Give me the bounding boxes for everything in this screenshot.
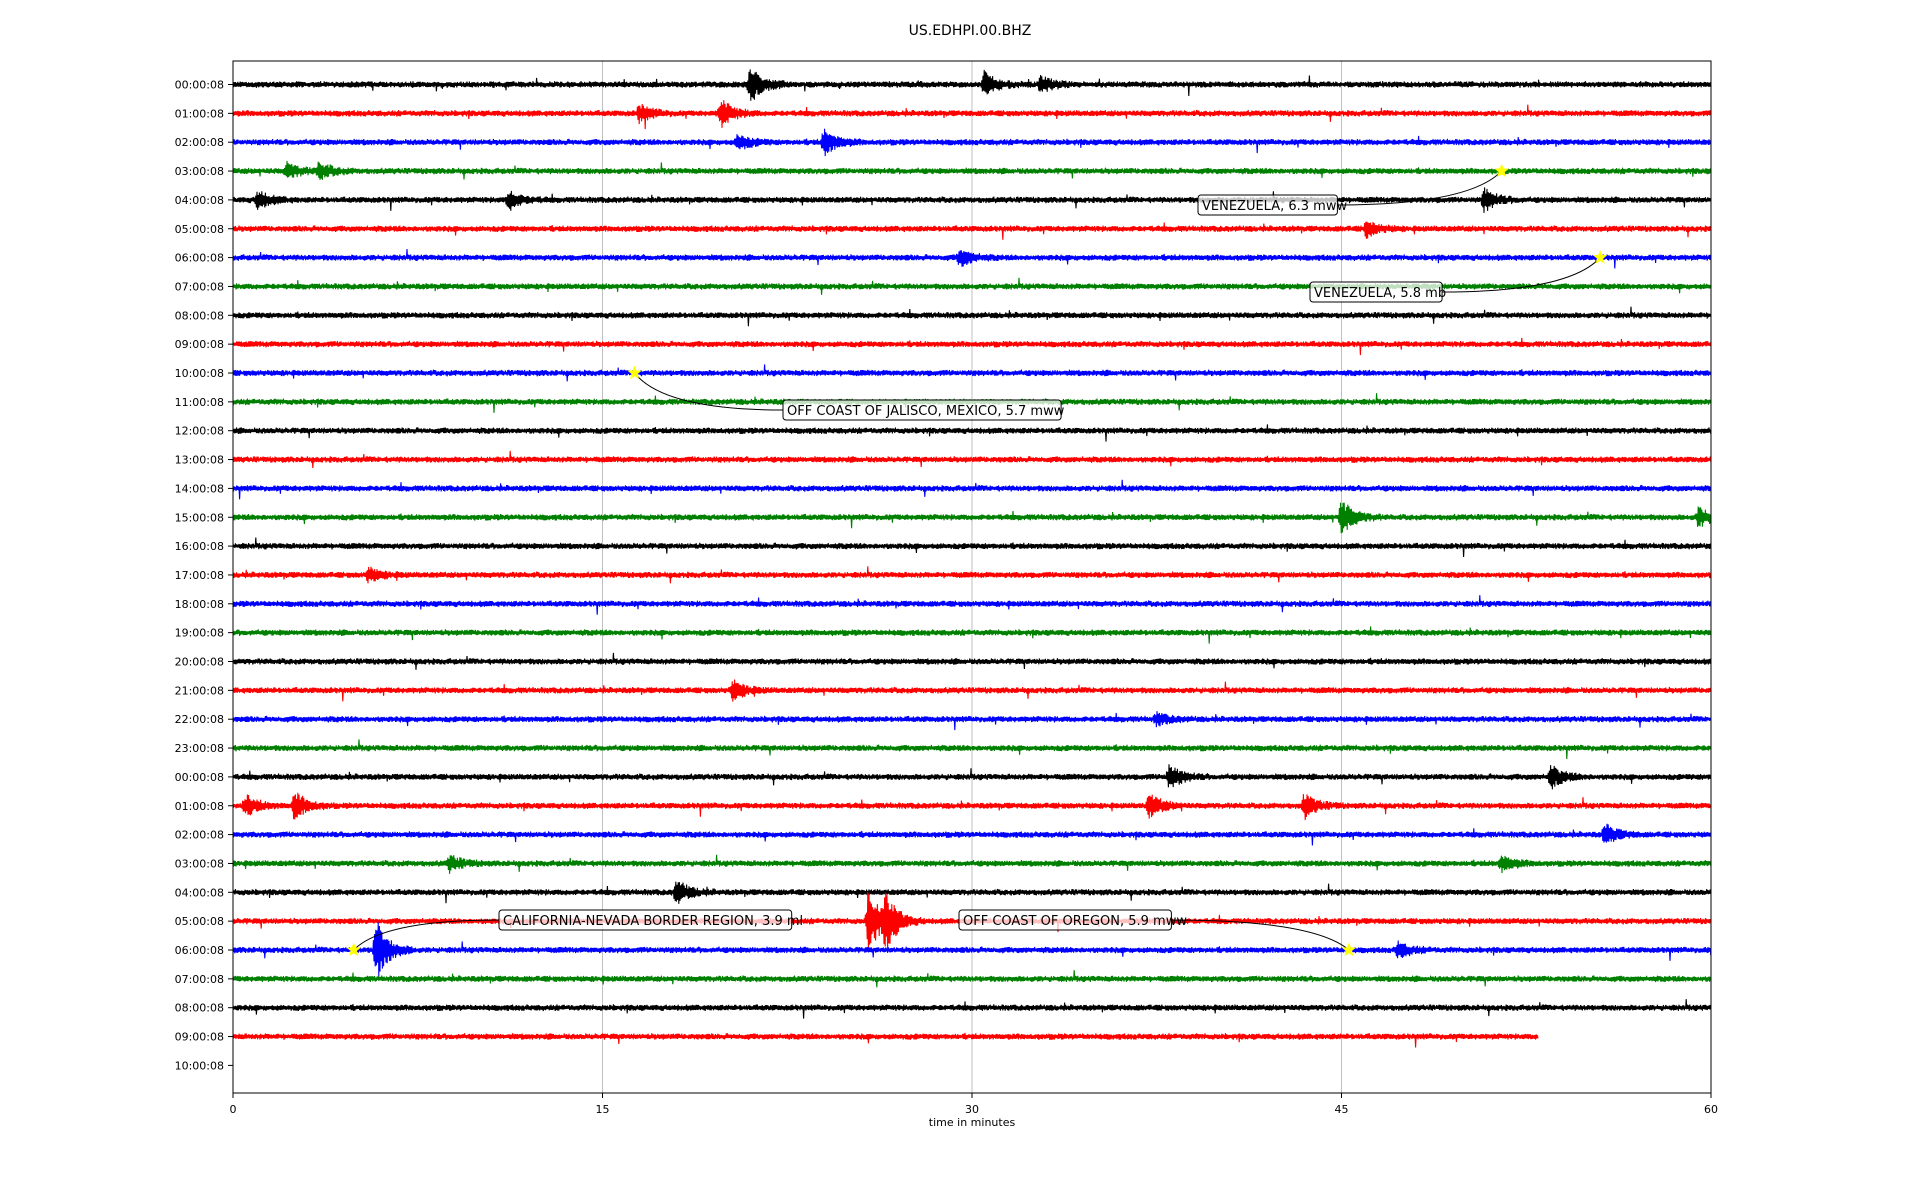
seismic-trace [232,248,1712,269]
event-connector [1442,257,1601,293]
row-time-label: 05:00:08 [175,223,224,236]
seismic-trace [232,711,1712,731]
seismic-trace [232,187,1712,213]
row-time-label: 03:00:08 [175,857,224,870]
row-time-label: 23:00:08 [175,742,224,755]
row-time-label: 02:00:08 [175,136,224,149]
seismic-trace [232,823,1712,846]
row-time-label: 00:00:08 [175,79,224,92]
event-connector [1337,170,1502,206]
seismic-trace [232,999,1712,1019]
row-time-label: 22:00:08 [175,713,224,726]
seismic-trace [232,881,1712,904]
seismic-trace [232,221,1712,240]
seismic-trace [232,160,1712,180]
row-time-label: 07:00:08 [175,973,224,986]
seismic-trace [232,854,1712,874]
x-axis-ticks: 0 15 30 45 60 [230,1093,1718,1116]
event-connector [1171,919,1350,951]
seismic-trace [232,922,1712,977]
event-label-box [1309,281,1443,303]
row-time-label: 19:00:08 [175,627,224,640]
row-time-label: 06:00:08 [175,944,224,957]
seismic-trace [232,739,1712,760]
seismic-trace [232,69,1712,101]
seismic-trace [232,764,1712,790]
row-time-label: 04:00:08 [175,886,224,899]
seismic-trace [232,1032,1539,1048]
event-star-icon [1592,249,1608,264]
row-time-label: 00:00:08 [175,771,224,784]
event-label: OFF COAST OF JALISCO, MEXICO, 5.7 mww [787,404,1065,419]
seismic-trace [232,652,1712,670]
seismic-trace [232,626,1712,644]
row-time-label: 06:00:08 [175,252,224,265]
event-label-box [958,909,1172,931]
row-time-label: 11:00:08 [175,396,224,409]
row-time-label: 09:00:08 [175,1031,224,1044]
seismic-trace [232,595,1712,615]
event-star-icon [1341,942,1357,957]
x-tick-label: 30 [965,1103,979,1116]
x-tick-label: 45 [1335,1103,1349,1116]
event-star-icon [627,365,642,380]
seismic-trace [232,502,1712,534]
event-star-icon [346,942,362,957]
event-label-box [782,399,1062,421]
row-time-label: 12:00:08 [175,425,224,438]
row-time-label: 05:00:08 [175,915,224,928]
row-time-label: 03:00:08 [175,165,224,178]
row-time-label: 18:00:08 [175,598,224,611]
seismic-trace [232,450,1712,469]
seismic-trace [232,424,1712,442]
event-label: CALIFORNIA-NEVADA BORDER REGION, 3.9 ml [503,914,803,929]
event-label-box [498,909,793,931]
seismic-trace [232,479,1712,500]
row-time-label: 04:00:08 [175,194,224,207]
row-time-label: 15:00:08 [175,511,224,524]
seismic-trace [232,679,1712,702]
seismic-trace [232,277,1712,295]
row-time-label: 17:00:08 [175,569,224,582]
trace-lines [232,69,1712,1048]
event-star-icon [1494,163,1509,178]
row-time-label: 21:00:08 [175,684,224,697]
event-label: VENEZUELA, 5.8 mb [1314,286,1446,301]
seismic-trace [232,566,1712,584]
row-time-label: 07:00:08 [175,280,224,293]
seismic-trace [232,364,1712,382]
chart-title: US.EDHPI.00.BHZ [909,23,1032,39]
row-time-labels: 00:00:08 01:00:08 02:00:08 03:00:08 04:00:08… [175,79,233,1072]
seismic-trace [232,100,1712,130]
event-connector [634,372,784,411]
row-time-label: 16:00:08 [175,540,224,553]
seismic-trace [232,537,1712,558]
x-tick-label: 60 [1704,1103,1718,1116]
row-time-label: 13:00:08 [175,454,224,467]
row-time-label: 01:00:08 [175,800,224,813]
x-tick-label: 15 [596,1103,610,1116]
event-label: VENEZUELA, 6.3 mww [1202,199,1347,214]
row-time-label: 08:00:08 [175,309,224,322]
row-time-label: 10:00:08 [175,367,224,380]
row-time-label: 10:00:08 [175,1059,224,1072]
row-time-label: 20:00:08 [175,656,224,669]
seismic-trace [232,306,1712,327]
event-connector [353,919,500,951]
seismic-trace [232,792,1712,821]
event-label-box [1197,194,1338,216]
x-axis-label: time in minutes [929,1116,1016,1129]
seismic-trace [232,970,1712,988]
row-time-label: 14:00:08 [175,482,224,495]
row-time-label: 01:00:08 [175,107,224,120]
row-time-label: 09:00:08 [175,338,224,351]
event-label: OFF COAST OF OREGON, 5.9 mww [963,914,1187,929]
row-time-label: 02:00:08 [175,829,224,842]
x-tick-label: 0 [230,1103,237,1116]
event-annotations: VENEZUELA, 6.3 mww VENEZUELA, 5.8 mb OFF C… [346,163,1608,957]
seismic-trace [232,337,1712,356]
seismic-trace [232,128,1712,157]
row-time-label: 08:00:08 [175,1002,224,1015]
